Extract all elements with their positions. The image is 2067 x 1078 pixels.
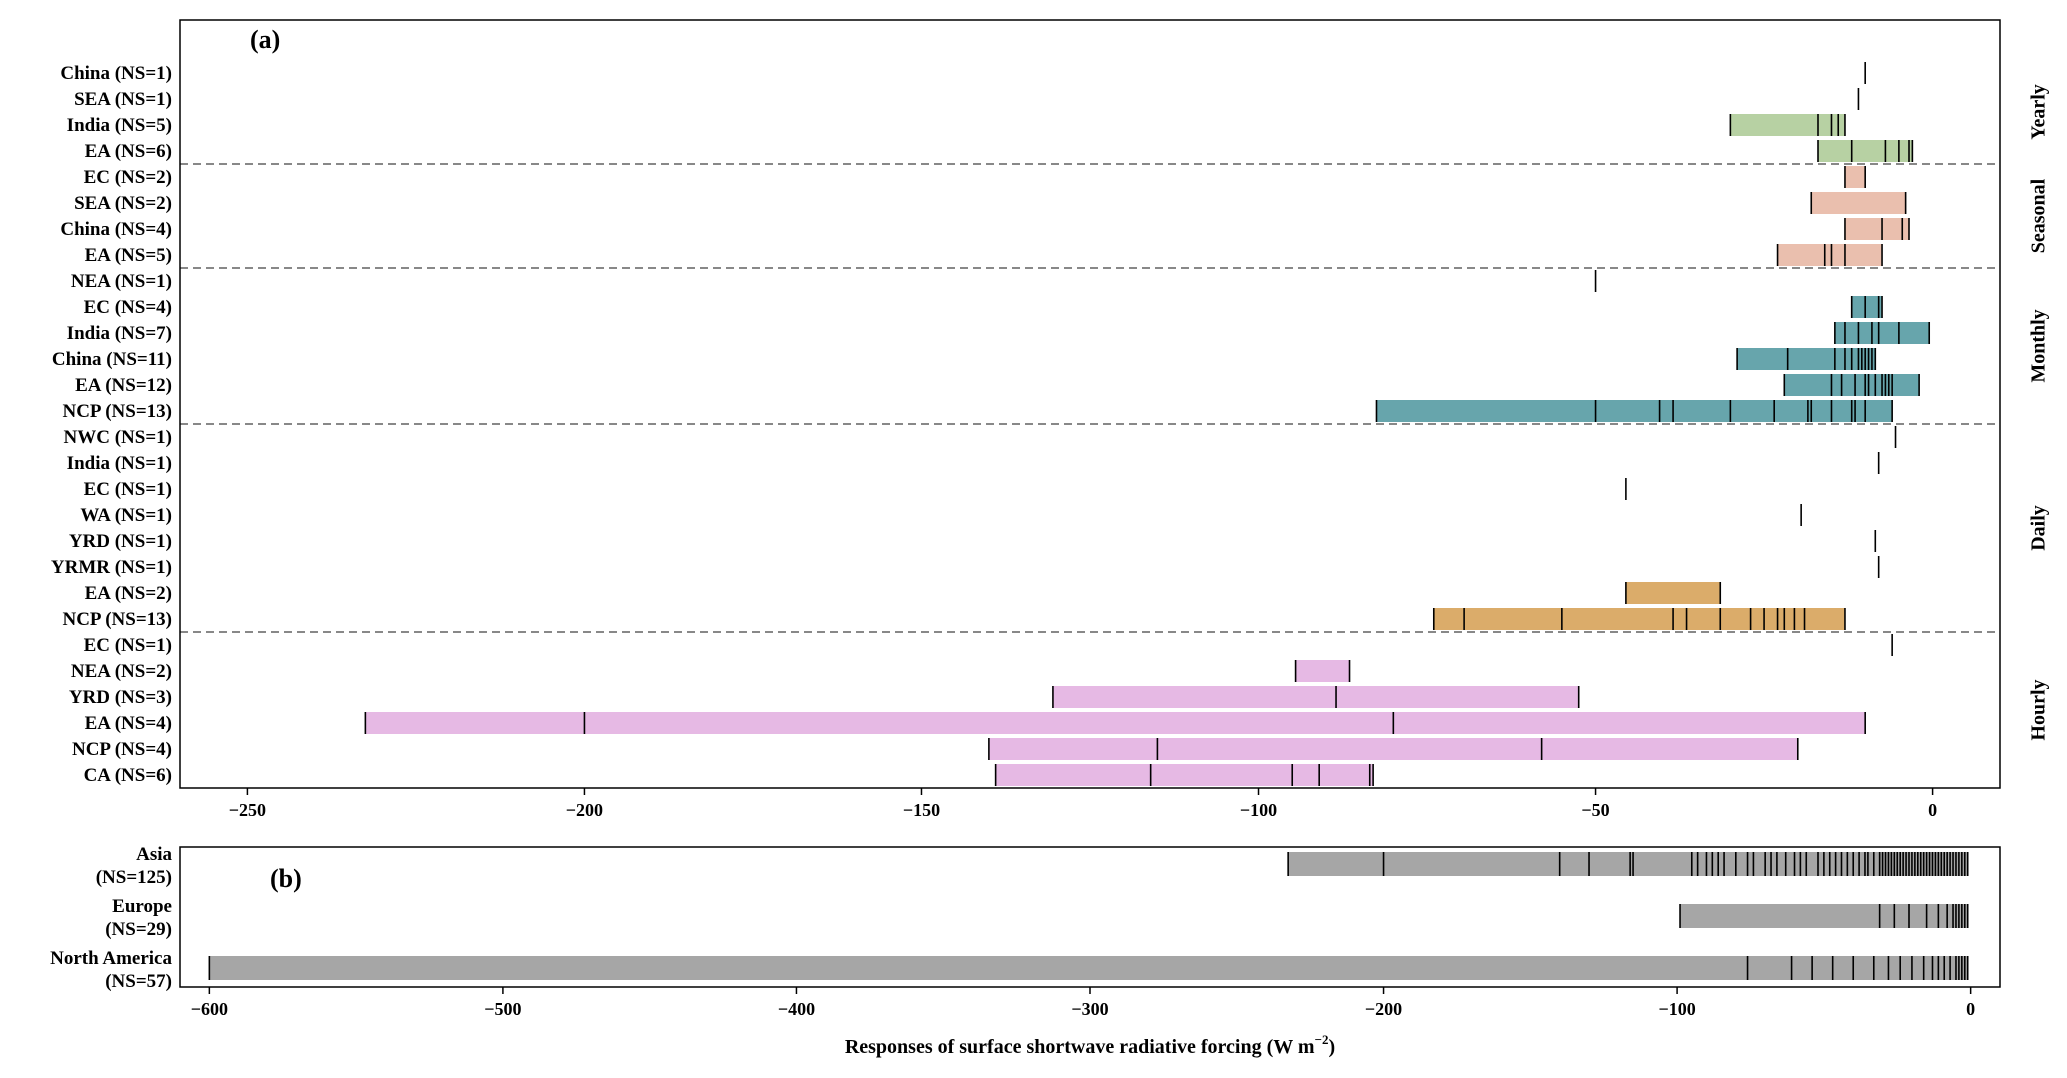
- x-tick-label: −100: [1240, 800, 1277, 820]
- range-bar-seasonal-sea-ns-2: [1811, 192, 1906, 214]
- row-label: WA (NS=1): [80, 505, 172, 526]
- x-tick-label: −150: [903, 800, 940, 820]
- panel-a-period-labels: Yearly Seasonal Monthly Daily Hourly: [2028, 84, 2050, 740]
- period-label-yearly: Yearly: [2028, 84, 2050, 140]
- panel-a-frame: [179, 19, 2001, 789]
- row-label: NCP (NS=13): [62, 401, 172, 422]
- row-label: EC (NS=4): [84, 297, 172, 318]
- panel-a: China (NS=1) SEA (NS=1) India (NS=5) EA (NS…: [51, 19, 2050, 820]
- period-label-hourly: Hourly: [2028, 679, 2050, 740]
- range-bar-north-america: [209, 956, 1968, 980]
- panel-a-row-labels: China (NS=1) SEA (NS=1) India (NS=5) EA (NS…: [51, 63, 172, 786]
- panel-b-x-axis: −600 −500 −400 −300 −200 −100 0: [191, 987, 1975, 1019]
- panel-a-label: (a): [250, 25, 280, 54]
- period-label-monthly: Monthly: [2028, 309, 2050, 382]
- range-bar-daily-ncp-ns-13: [1433, 608, 1845, 630]
- region-label: North America: [50, 948, 172, 969]
- range-bar-yearly-ea-ns-6: [1818, 140, 1913, 162]
- row-label: India (NS=7): [67, 323, 172, 344]
- x-tick-label: −50: [1581, 800, 1609, 820]
- row-label: EA (NS=4): [85, 713, 172, 734]
- row-label: India (NS=5): [67, 115, 172, 136]
- row-label: NWC (NS=1): [64, 427, 172, 448]
- range-bar-hourly-yrd-ns-3: [1052, 686, 1579, 708]
- x-tick-label: −100: [1658, 999, 1695, 1019]
- range-bar-seasonal-china-ns-4: [1844, 218, 1909, 240]
- row-label: EC (NS=2): [84, 167, 172, 188]
- x-tick-label: −400: [778, 999, 815, 1019]
- row-label: China (NS=4): [60, 219, 172, 240]
- row-label: China (NS=11): [52, 349, 172, 370]
- panel-b-bars: [208, 852, 1969, 980]
- range-bar-seasonal-ec-ns-2: [1844, 166, 1866, 188]
- range-bar-monthly-ncp-ns-13: [1376, 400, 1893, 422]
- period-label-seasonal: Seasonal: [2028, 178, 2050, 253]
- row-label: EA (NS=6): [85, 141, 172, 162]
- panel-a-x-axis: −250 −200 −150 −100 −50 0: [229, 788, 1937, 820]
- range-bar-europe: [1680, 904, 1968, 928]
- row-label: EA (NS=5): [85, 245, 172, 266]
- range-bar-hourly-ea-ns-4: [365, 712, 1866, 734]
- row-label: SEA (NS=1): [74, 89, 172, 110]
- row-label: EA (NS=12): [75, 375, 172, 396]
- panel-b-row-labels: Asia(NS=125) Europe(NS=29) North America(N…: [50, 844, 172, 992]
- range-bar-hourly-ncp-ns-4: [988, 738, 1798, 760]
- row-label: YRD (NS=1): [69, 531, 172, 552]
- row-label: CA (NS=6): [84, 765, 172, 786]
- row-label: YRD (NS=3): [69, 687, 172, 708]
- range-bar-monthly-china-ns-11: [1737, 348, 1876, 370]
- panel-b-frame: [179, 846, 2001, 988]
- row-label: NEA (NS=1): [71, 271, 172, 292]
- period-label-daily: Daily: [2028, 505, 2050, 551]
- row-label: EC (NS=1): [84, 635, 172, 656]
- x-tick-label: −200: [566, 800, 603, 820]
- x-tick-label: −600: [191, 999, 228, 1019]
- panel-b-label: (b): [270, 864, 302, 893]
- row-label: NCP (NS=4): [72, 739, 172, 760]
- row-label: SEA (NS=2): [74, 193, 172, 214]
- x-tick-label: −500: [484, 999, 521, 1019]
- range-bar-monthly-ec-ns-4: [1851, 296, 1883, 318]
- x-tick-label: −250: [229, 800, 266, 820]
- row-label: NEA (NS=2): [71, 661, 172, 682]
- panel-b: Asia(NS=125) Europe(NS=29) North America(N…: [50, 844, 2001, 1019]
- range-bar-monthly-india-ns-7: [1834, 322, 1930, 344]
- region-sample-count: (NS=29): [105, 919, 172, 940]
- x-tick-label: −200: [1365, 999, 1402, 1019]
- row-label: EA (NS=2): [85, 583, 172, 604]
- row-label: YRMR (NS=1): [51, 557, 172, 578]
- row-label: NCP (NS=13): [62, 609, 172, 630]
- x-tick-label: −300: [1071, 999, 1108, 1019]
- range-bar-yearly-india-ns-5: [1730, 114, 1845, 136]
- region-sample-count: (NS=57): [105, 971, 172, 992]
- row-label: India (NS=1): [67, 453, 172, 474]
- x-tick-label: 0: [1966, 999, 1975, 1019]
- panel-a-group-separators: [180, 163, 2000, 633]
- range-bar-asia: [1288, 852, 1968, 876]
- row-label: China (NS=1): [60, 63, 172, 84]
- range-bar-monthly-ea-ns-12: [1784, 374, 1920, 396]
- region-label: Europe: [112, 896, 172, 917]
- panel-a-bars: [364, 62, 1931, 786]
- range-bar-seasonal-ea-ns-5: [1777, 244, 1883, 266]
- range-bar-hourly-nea-ns-2: [1295, 660, 1350, 682]
- region-label: Asia: [136, 844, 172, 865]
- x-axis-title: Responses of surface shortwave radiative…: [845, 1032, 1335, 1058]
- range-bar-daily-ea-ns-2: [1625, 582, 1721, 604]
- region-sample-count: (NS=125): [96, 867, 172, 888]
- row-label: EC (NS=1): [84, 479, 172, 500]
- range-bar-hourly-ca-ns-6: [995, 764, 1374, 786]
- x-tick-label: 0: [1928, 800, 1937, 820]
